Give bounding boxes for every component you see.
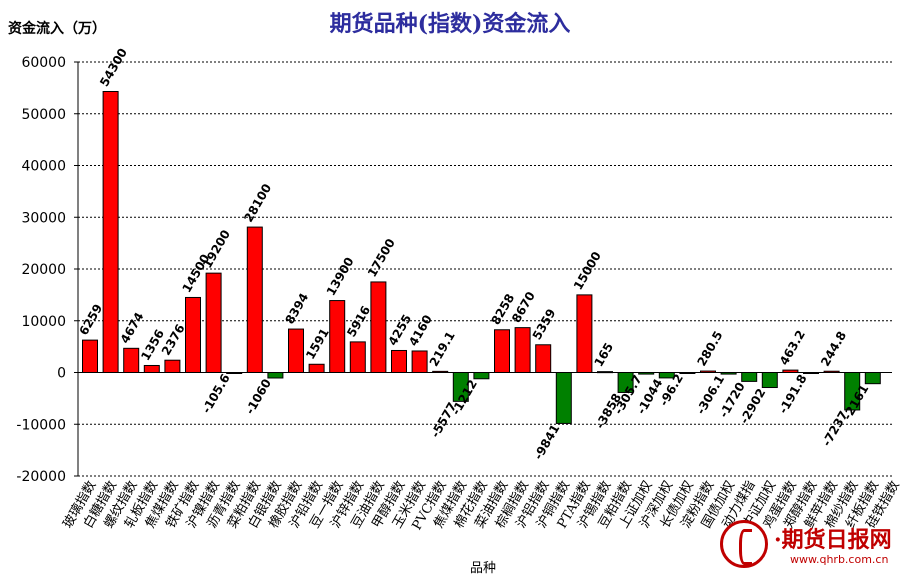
- data-label: 15000: [571, 249, 604, 292]
- x-axis-label: 品种: [470, 561, 497, 576]
- y-tick-label: -20000: [16, 469, 66, 485]
- data-label: -105.6: [199, 372, 233, 416]
- bar: [411, 350, 428, 373]
- bar: [205, 272, 222, 374]
- data-label: 4674: [118, 310, 147, 346]
- y-tick-label: 30000: [21, 210, 66, 226]
- data-label: 463.2: [777, 328, 808, 368]
- data-label: 19200: [200, 227, 233, 270]
- bar: [597, 371, 613, 374]
- data-label: 244.8: [818, 329, 849, 369]
- bar: [555, 372, 572, 424]
- bar: [535, 344, 552, 374]
- bar: [432, 370, 449, 373]
- bar: [741, 372, 758, 382]
- watermark-logo: ·期货日报网 www.qhrb.com.cn: [720, 520, 896, 572]
- bar: [782, 369, 799, 373]
- bar: [700, 370, 716, 373]
- logo-icon: [720, 520, 768, 568]
- data-label: 5359: [530, 306, 559, 342]
- data-label: 8670: [509, 289, 538, 325]
- bar: [288, 328, 304, 373]
- bar: [123, 347, 140, 373]
- data-label: 165: [591, 340, 616, 369]
- y-tick-label: 50000: [21, 107, 66, 123]
- data-label: 280.5: [694, 329, 725, 369]
- data-label: 13900: [324, 255, 357, 298]
- data-label: -9841: [531, 422, 562, 462]
- bar: [82, 339, 98, 374]
- bar: [391, 349, 407, 374]
- bar: [370, 281, 387, 373]
- bar: [473, 372, 490, 380]
- data-label: 54300: [97, 46, 130, 89]
- y-tick-label: 40000: [21, 159, 66, 175]
- bar: [143, 364, 160, 373]
- bar: [226, 372, 243, 374]
- bar: [452, 372, 469, 402]
- bar: [864, 372, 881, 385]
- bar: [576, 294, 593, 373]
- bar: [185, 296, 201, 373]
- bar: [844, 372, 861, 411]
- bar: [658, 372, 675, 379]
- y-axis-unit-label: 资金流入（万）: [8, 21, 106, 37]
- bar: [349, 341, 366, 374]
- bar: [720, 372, 737, 375]
- data-label: 6259: [76, 302, 105, 338]
- data-label: -191.8: [776, 372, 810, 416]
- data-label: 219.1: [427, 329, 458, 369]
- bar: [803, 372, 819, 374]
- y-tick-label: 0: [57, 366, 66, 382]
- data-label: 28100: [241, 181, 274, 224]
- bar: [514, 327, 531, 373]
- chart-title: 期货品种(指数)资金流入: [329, 11, 571, 37]
- bar: [761, 372, 778, 389]
- data-label: -1060: [243, 376, 274, 416]
- bar: [329, 300, 346, 374]
- bar: [823, 370, 840, 373]
- bar: [638, 372, 655, 375]
- logo-url: www.qhrb.com.cn: [790, 553, 889, 566]
- y-tick-label: 60000: [21, 55, 66, 71]
- data-label: 1591: [303, 326, 332, 362]
- bar: [679, 372, 696, 374]
- bar: [246, 226, 263, 373]
- bar: [267, 372, 284, 379]
- data-label: 5916: [344, 303, 373, 339]
- data-label: 8258: [488, 291, 517, 327]
- bar: [494, 329, 510, 374]
- bar: [308, 363, 325, 373]
- y-tick-label: 10000: [21, 314, 66, 330]
- y-tick-label: 20000: [21, 262, 66, 278]
- bar: [164, 359, 181, 373]
- data-label: 17500: [365, 236, 398, 279]
- bar: [617, 372, 634, 393]
- y-tick-label: -10000: [16, 417, 66, 433]
- bar: [102, 90, 119, 373]
- logo-name: ·期货日报网: [774, 527, 892, 553]
